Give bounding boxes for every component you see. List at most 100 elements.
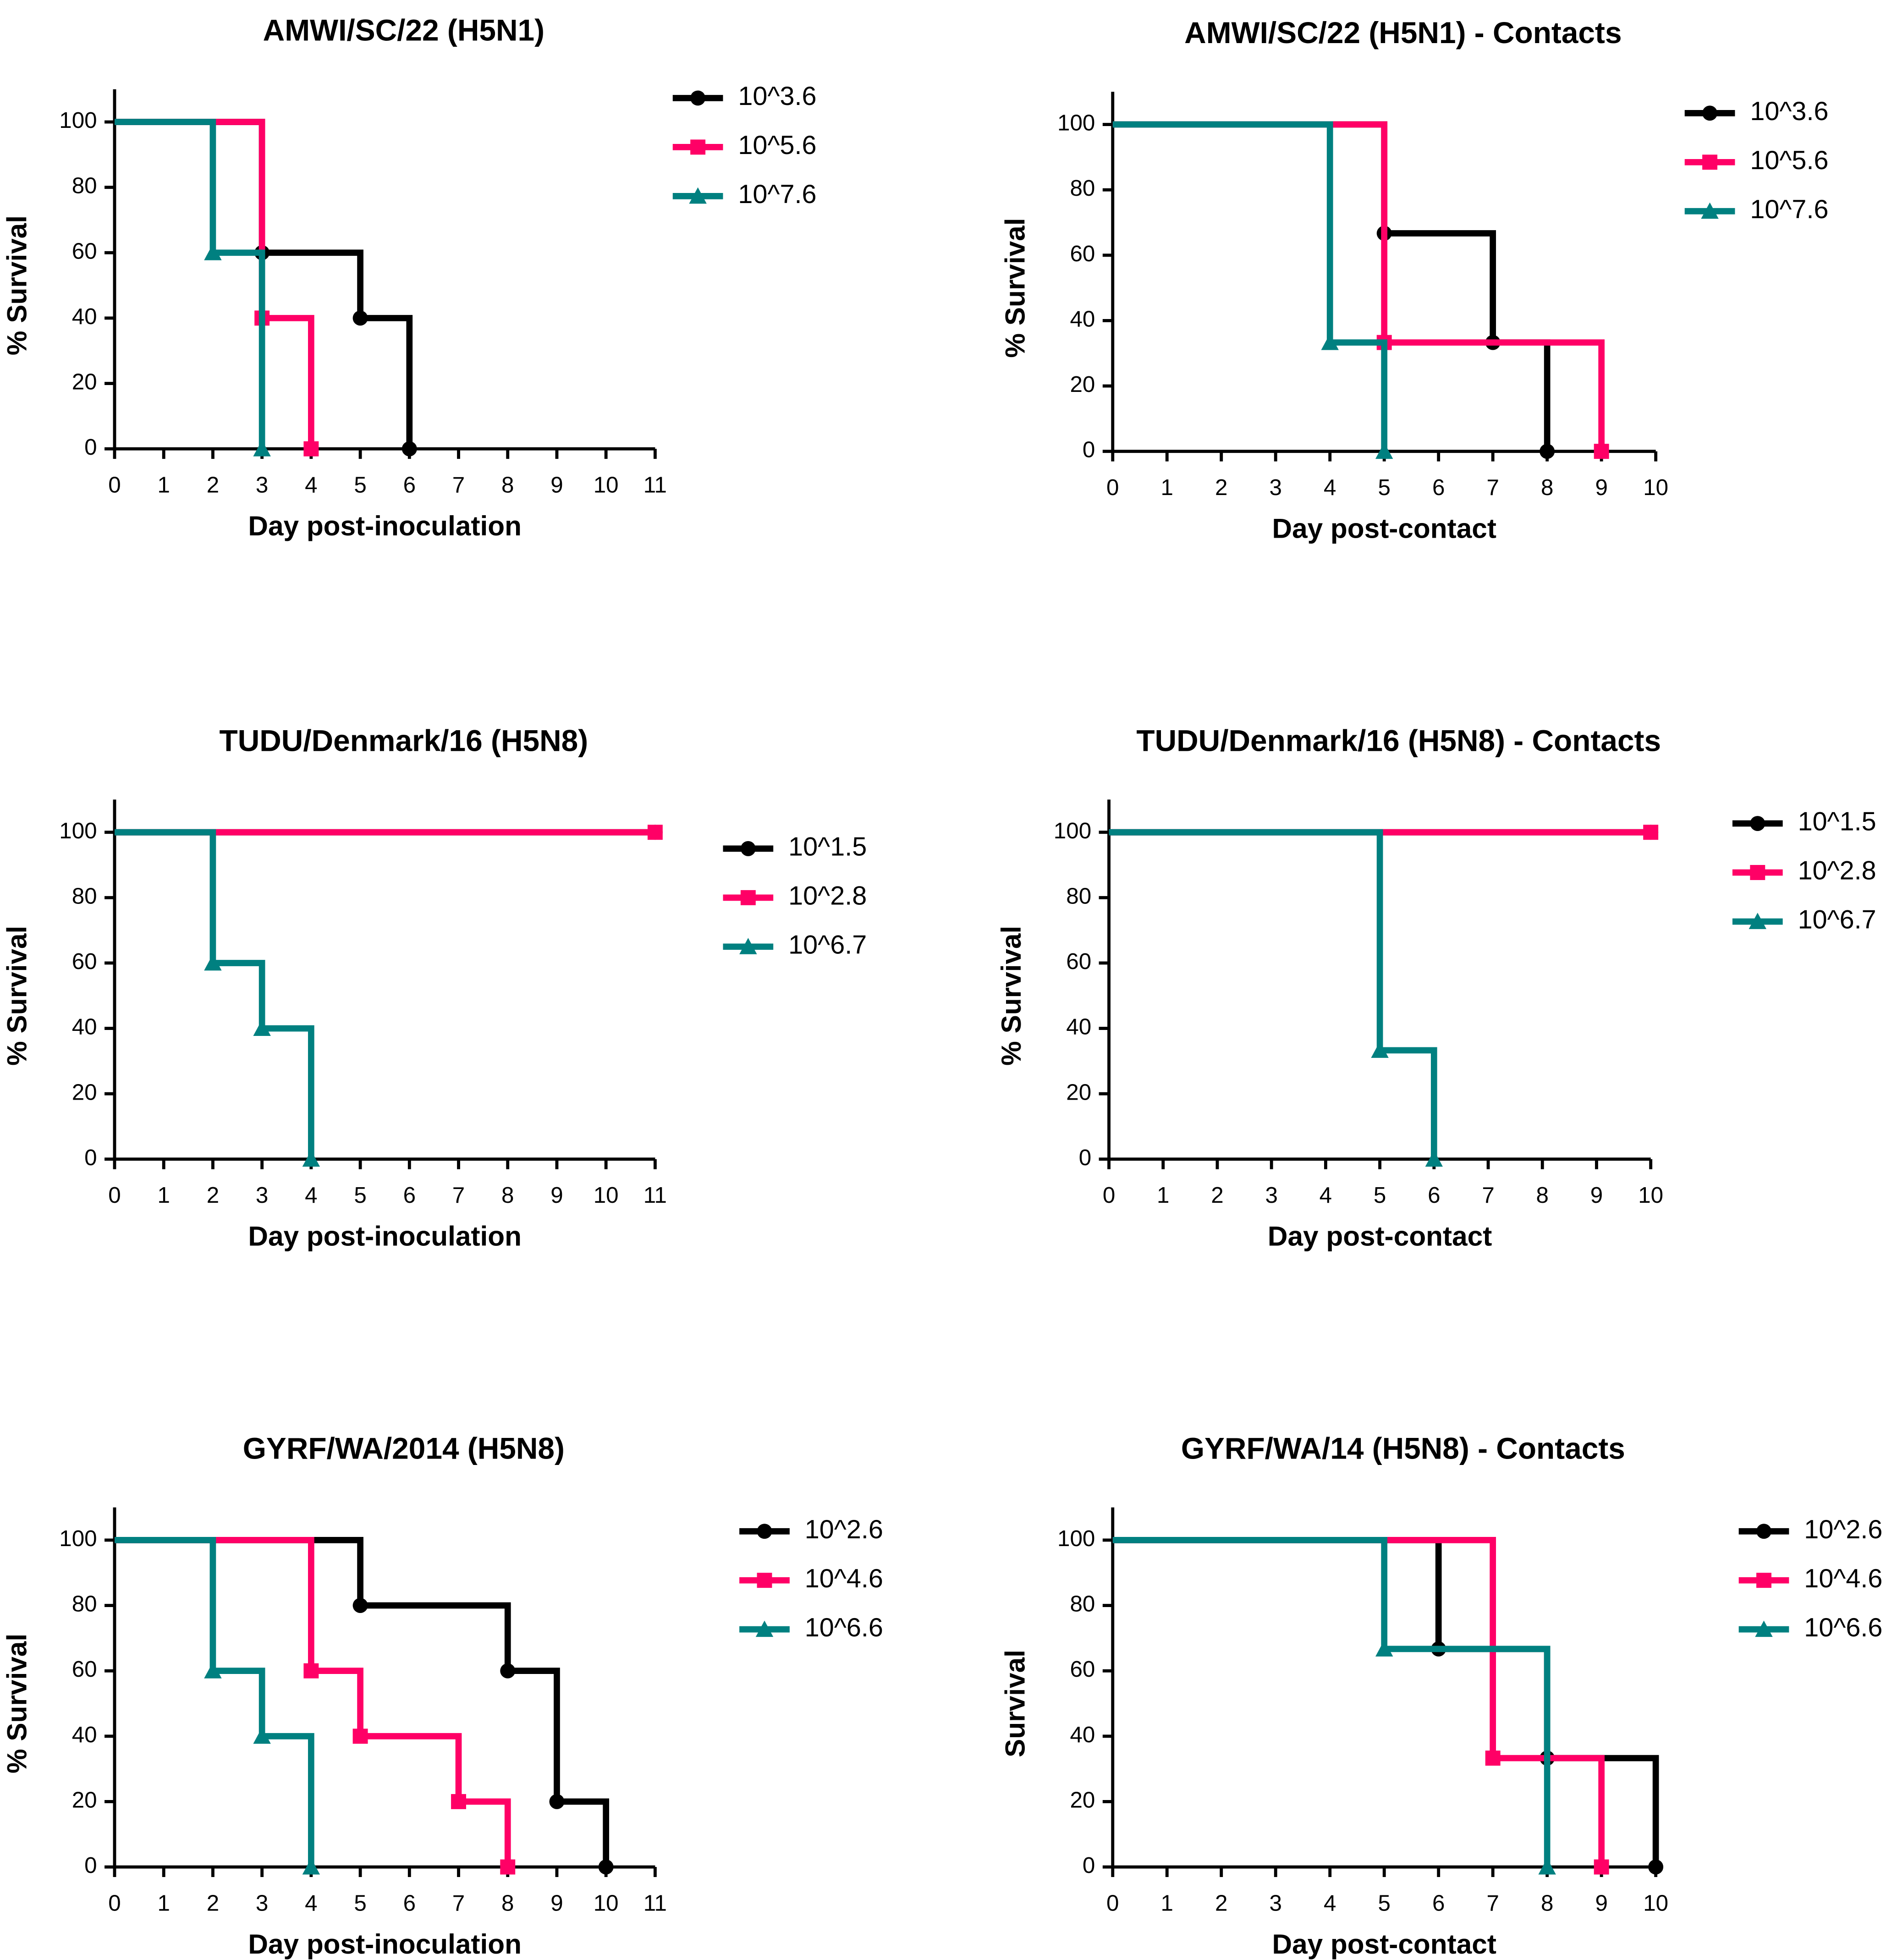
survival-line [1112,1537,1551,1867]
survival-line [115,119,265,449]
marker [1321,333,1339,350]
marker [253,440,271,457]
legend-label: 10^4.6 [1804,1564,1882,1593]
y-tick-label: 100 [1054,818,1091,843]
y-axis-label: % Survival [1,215,32,355]
marker [739,938,757,954]
marker [690,90,706,106]
marker [302,1858,320,1875]
marker [253,1727,271,1744]
x-tick-label: 5 [1378,475,1390,500]
y-tick-label: 20 [1070,372,1095,397]
survival-line [1109,829,1437,1159]
x-tick-label: 6 [403,1183,416,1208]
legend-label: 10^2.8 [788,881,867,911]
y-tick-label: 0 [84,1853,97,1878]
marker [500,1663,516,1679]
marker [352,1729,368,1744]
y-tick-label: 100 [1057,110,1095,136]
x-tick-label: 3 [256,1890,268,1916]
y-tick-label: 0 [1083,437,1095,462]
legend-label: 10^6.7 [1798,905,1876,935]
y-tick-label: 20 [72,1079,97,1105]
x-tick-label: 8 [501,1183,514,1208]
x-tick-label: 10 [594,1183,619,1208]
legend-label: 10^6.6 [1804,1613,1882,1642]
x-tick-label: 6 [403,1890,416,1916]
x-tick-label: 4 [1320,1183,1332,1208]
legend-label: 10^7.6 [1750,195,1828,224]
y-axis-label: % Survival [999,218,1030,358]
x-tick-label: 5 [354,473,366,498]
marker [204,954,222,971]
marker [303,441,319,457]
x-tick-label: 4 [305,473,317,498]
x-tick-label: 1 [157,1183,170,1208]
x-tick-label: 2 [207,473,219,498]
marker [1594,1859,1609,1875]
chart-title: AMWI/SC/22 (H5N1) [263,13,544,47]
chart-title: GYRF/WA/2014 (H5N8) [243,1431,565,1465]
y-tick-label: 80 [1070,176,1095,201]
marker [1371,1041,1389,1058]
y-tick-label: 100 [1057,1526,1095,1551]
y-tick-label: 100 [59,1526,97,1551]
y-tick-label: 60 [1066,949,1091,974]
x-tick-label: 6 [1428,1183,1440,1208]
marker [1755,1620,1773,1637]
x-tick-label: 4 [1324,475,1336,500]
x-tick-label: 7 [452,1183,465,1208]
x-tick-label: 3 [1265,1183,1277,1208]
survival-line [1112,121,1388,451]
marker [352,310,368,326]
x-tick-label: 6 [403,473,416,498]
y-tick-label: 60 [72,238,97,264]
x-tick-label: 10 [1643,1890,1668,1916]
x-axis-label: Day post-inoculation [248,510,522,541]
y-tick-label: 40 [72,1722,97,1747]
y-tick-label: 20 [1070,1787,1095,1812]
marker [1749,913,1767,929]
y-tick-label: 40 [1070,1722,1095,1747]
marker [740,890,756,905]
x-tick-label: 2 [1211,1183,1223,1208]
x-axis-label: Day post-contact [1272,512,1496,544]
chart-title: GYRF/WA/14 (H5N8) - Contacts [1181,1431,1625,1465]
marker [1750,816,1765,831]
marker [757,1524,772,1539]
y-tick-label: 40 [72,1014,97,1040]
x-tick-label: 5 [354,1890,366,1916]
survival-line [115,1537,314,1867]
x-tick-label: 3 [1270,1890,1282,1916]
marker [549,1794,565,1809]
y-axis-label: % Survival [995,926,1027,1066]
x-tick-label: 4 [305,1890,317,1916]
marker [1540,444,1555,459]
legend-label: 10^7.6 [738,180,816,209]
marker [1756,1573,1771,1588]
x-tick-label: 8 [501,1890,514,1916]
x-tick-label: 5 [1378,1890,1390,1916]
marker [204,244,222,260]
y-axis-label: % Survival [1,1634,32,1773]
marker [1702,154,1718,170]
marker [647,825,663,840]
x-tick-label: 10 [594,473,619,498]
x-tick-label: 6 [1432,1890,1445,1916]
y-tick-label: 80 [72,1591,97,1617]
y-tick-label: 80 [72,173,97,198]
y-tick-label: 100 [59,818,97,843]
x-tick-label: 7 [452,473,465,498]
x-axis-label: Day post-inoculation [248,1928,522,1960]
x-tick-label: 1 [1157,1183,1169,1208]
marker [1538,1858,1556,1875]
x-axis-label: Day post-contact [1268,1221,1492,1252]
y-axis-label: Survival [999,1650,1030,1757]
marker [1756,1524,1771,1539]
x-tick-label: 2 [207,1890,219,1916]
x-tick-label: 1 [1161,475,1173,500]
marker [1425,1150,1443,1167]
x-tick-label: 4 [305,1183,317,1208]
marker [303,1663,319,1679]
chart-title: TUDU/Denmark/16 (H5N8) - Contacts [1136,723,1661,757]
